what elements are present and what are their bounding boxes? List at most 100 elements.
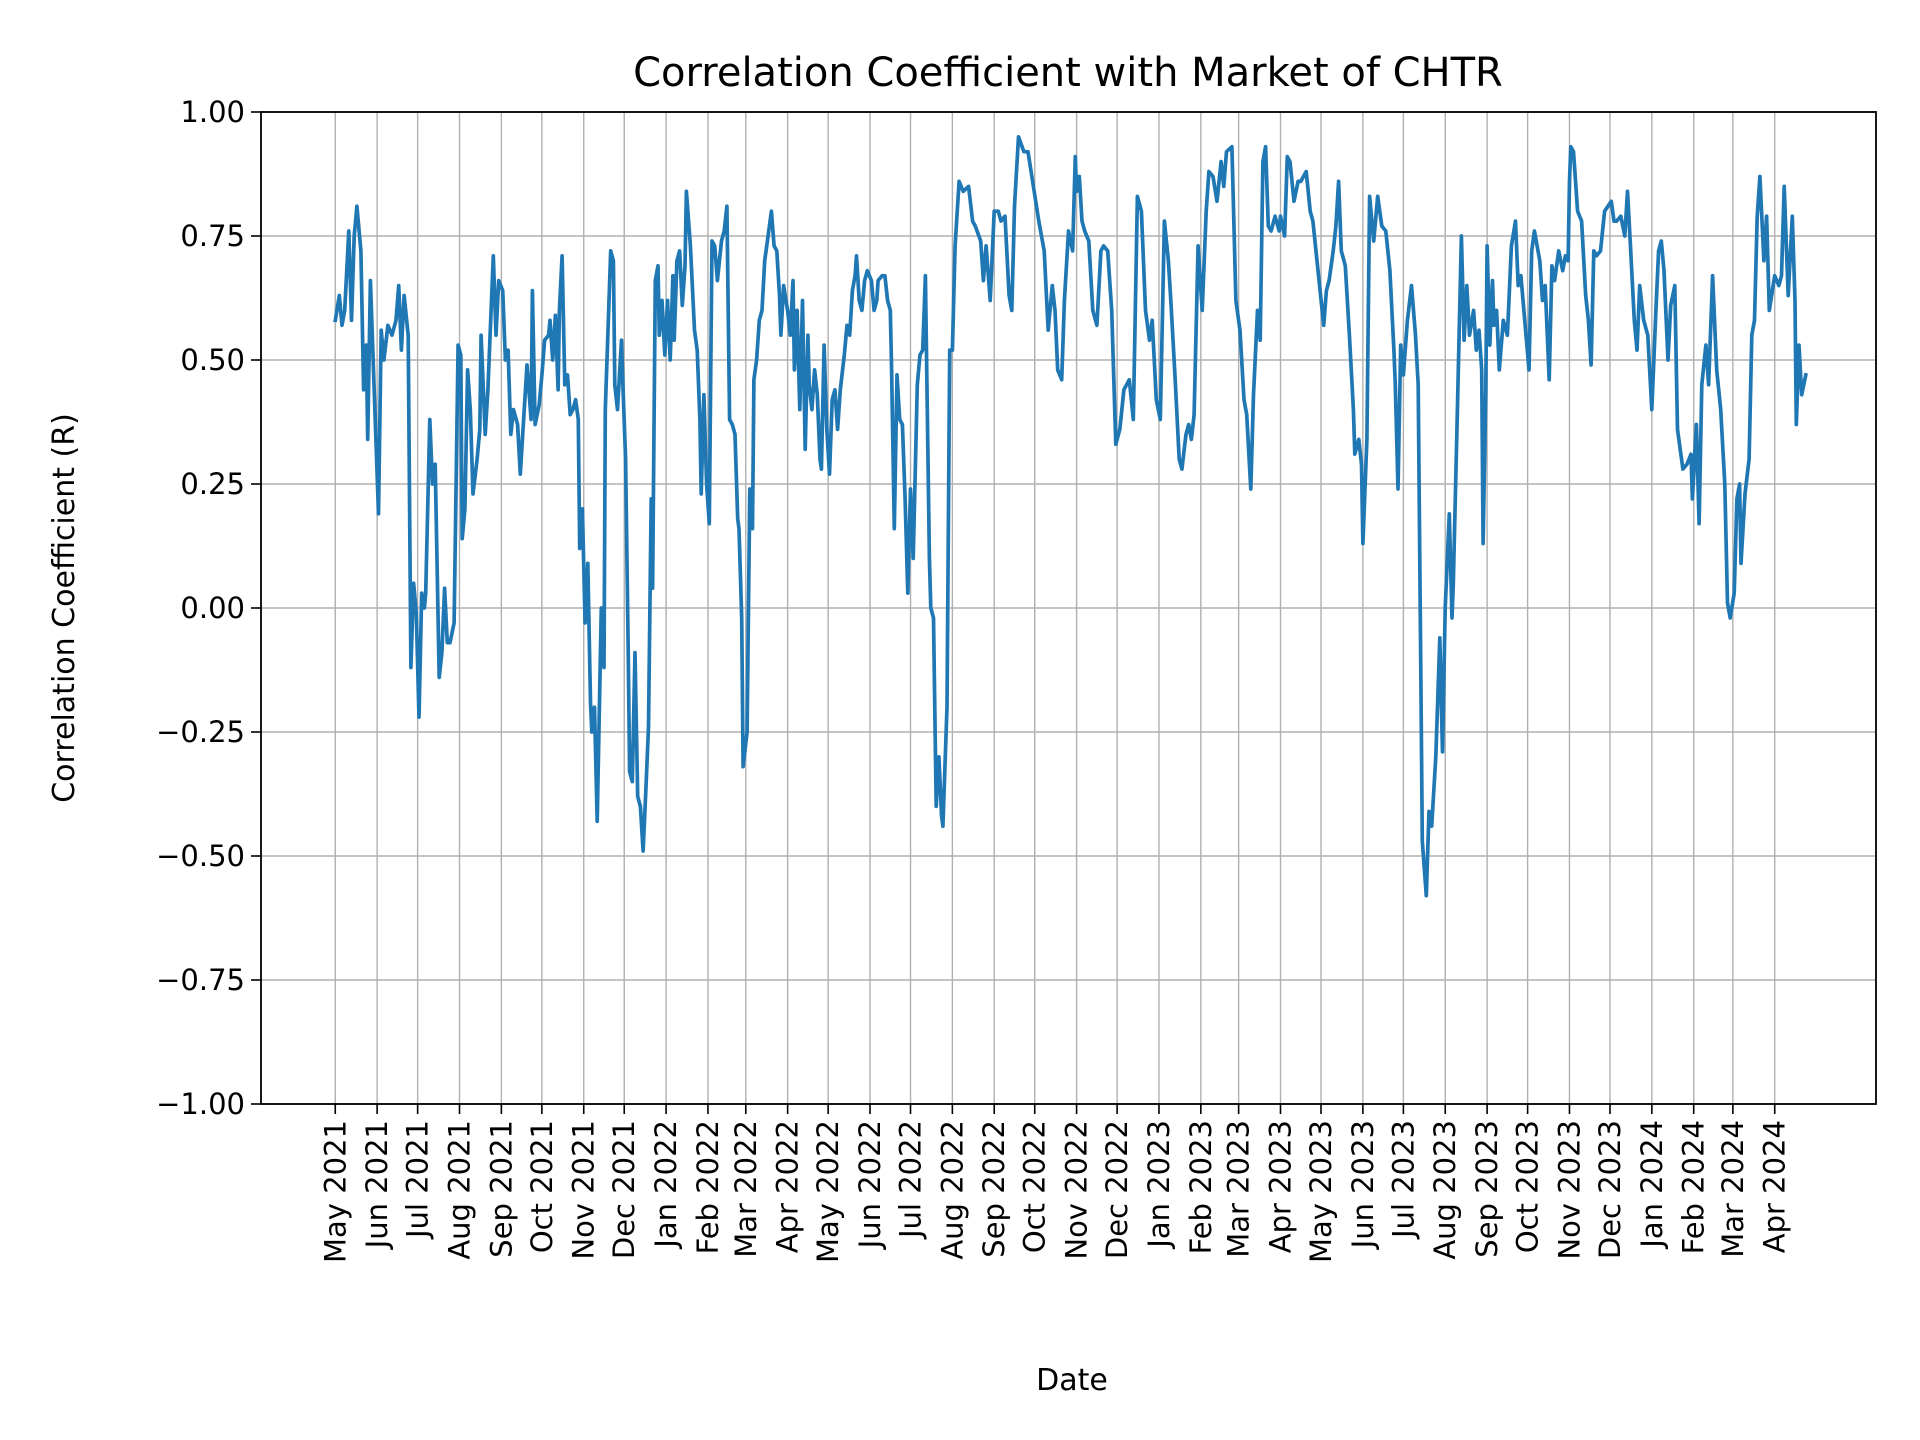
data-point xyxy=(517,424,518,425)
data-point xyxy=(712,241,713,242)
x-tick-label: Dec 2022 xyxy=(1100,1120,1134,1259)
data-point xyxy=(643,851,644,852)
data-point xyxy=(936,806,937,807)
data-point xyxy=(834,389,835,390)
data-point xyxy=(780,335,781,336)
data-point xyxy=(899,419,900,420)
data-point xyxy=(1260,340,1261,341)
x-tick-label: Aug 2021 xyxy=(442,1120,476,1260)
data-point xyxy=(884,275,885,276)
data-point xyxy=(510,434,511,435)
data-point xyxy=(1796,424,1797,425)
data-point xyxy=(1298,181,1299,182)
y-tick-label: −0.25 xyxy=(156,715,245,749)
data-point xyxy=(811,409,812,410)
x-tick-label: Nov 2022 xyxy=(1060,1120,1094,1260)
data-point xyxy=(1226,151,1227,152)
data-point xyxy=(1759,176,1760,177)
data-point xyxy=(1353,409,1354,410)
x-tick-label: Sep 2023 xyxy=(1470,1120,1504,1258)
data-point xyxy=(762,310,763,311)
data-point xyxy=(1507,335,1508,336)
x-tick-label: Apr 2023 xyxy=(1264,1120,1298,1253)
data-point xyxy=(1023,151,1024,152)
data-point xyxy=(732,424,733,425)
data-point xyxy=(1306,171,1307,172)
x-tick-label: Oct 2022 xyxy=(1018,1120,1052,1253)
data-point xyxy=(1539,260,1540,261)
data-point xyxy=(539,404,540,405)
data-point xyxy=(797,310,798,311)
data-point xyxy=(444,588,445,589)
data-point xyxy=(1637,350,1638,351)
data-point xyxy=(1407,320,1408,321)
data-point xyxy=(1235,300,1236,301)
data-point xyxy=(1624,236,1625,237)
data-point xyxy=(922,350,923,351)
data-point xyxy=(354,236,355,237)
data-point xyxy=(578,419,579,420)
data-point xyxy=(1795,300,1796,301)
data-point xyxy=(1028,151,1029,152)
data-point xyxy=(1181,469,1182,470)
data-point xyxy=(1515,221,1516,222)
data-point xyxy=(1005,216,1006,217)
data-point xyxy=(1115,444,1116,445)
data-point xyxy=(1749,459,1750,460)
data-point xyxy=(1287,156,1288,157)
chart-title: Correlation Coefficient with Market of C… xyxy=(633,50,1503,96)
y-axis-label: Correlation Coefficient (R) xyxy=(47,413,82,803)
data-point xyxy=(398,285,399,286)
data-point xyxy=(1133,419,1134,420)
data-point xyxy=(783,285,784,286)
data-point xyxy=(1381,226,1382,227)
data-point xyxy=(1188,424,1189,425)
data-point xyxy=(1464,340,1465,341)
data-point xyxy=(1788,295,1789,296)
data-point xyxy=(994,211,995,212)
series-layer xyxy=(333,134,1808,898)
data-point xyxy=(439,677,440,678)
data-point xyxy=(432,484,433,485)
data-point xyxy=(890,310,891,311)
data-point xyxy=(1044,250,1045,251)
data-point xyxy=(363,389,364,390)
data-point xyxy=(767,241,768,242)
data-point xyxy=(467,369,468,370)
data-point xyxy=(756,360,757,361)
data-point xyxy=(479,429,480,430)
data-point xyxy=(1206,211,1207,212)
data-point xyxy=(498,280,499,281)
data-point xyxy=(502,290,503,291)
x-tick-label: Apr 2022 xyxy=(771,1120,805,1253)
data-point xyxy=(1361,464,1362,465)
data-point xyxy=(968,186,969,187)
data-point xyxy=(1001,221,1002,222)
data-point xyxy=(1792,216,1793,217)
data-point xyxy=(513,409,514,410)
data-point xyxy=(1354,454,1355,455)
data-point xyxy=(1250,489,1251,490)
data-point xyxy=(1643,320,1644,321)
data-point xyxy=(1310,211,1311,212)
data-point xyxy=(621,340,622,341)
data-point xyxy=(1452,617,1453,618)
data-point xyxy=(1466,285,1467,286)
data-point xyxy=(963,191,964,192)
data-point xyxy=(1483,543,1484,544)
data-point xyxy=(809,384,810,385)
data-point xyxy=(523,429,524,430)
data-point xyxy=(929,558,930,559)
data-point xyxy=(1611,201,1612,202)
data-point xyxy=(1418,384,1419,385)
data-point xyxy=(587,563,588,564)
data-point xyxy=(1092,310,1093,311)
data-point xyxy=(1064,300,1065,301)
data-point xyxy=(582,508,583,509)
data-point xyxy=(454,622,455,623)
data-point xyxy=(570,414,571,415)
data-point xyxy=(1415,335,1416,336)
data-point xyxy=(1202,310,1203,311)
data-point xyxy=(724,231,725,232)
data-point xyxy=(1284,236,1285,237)
